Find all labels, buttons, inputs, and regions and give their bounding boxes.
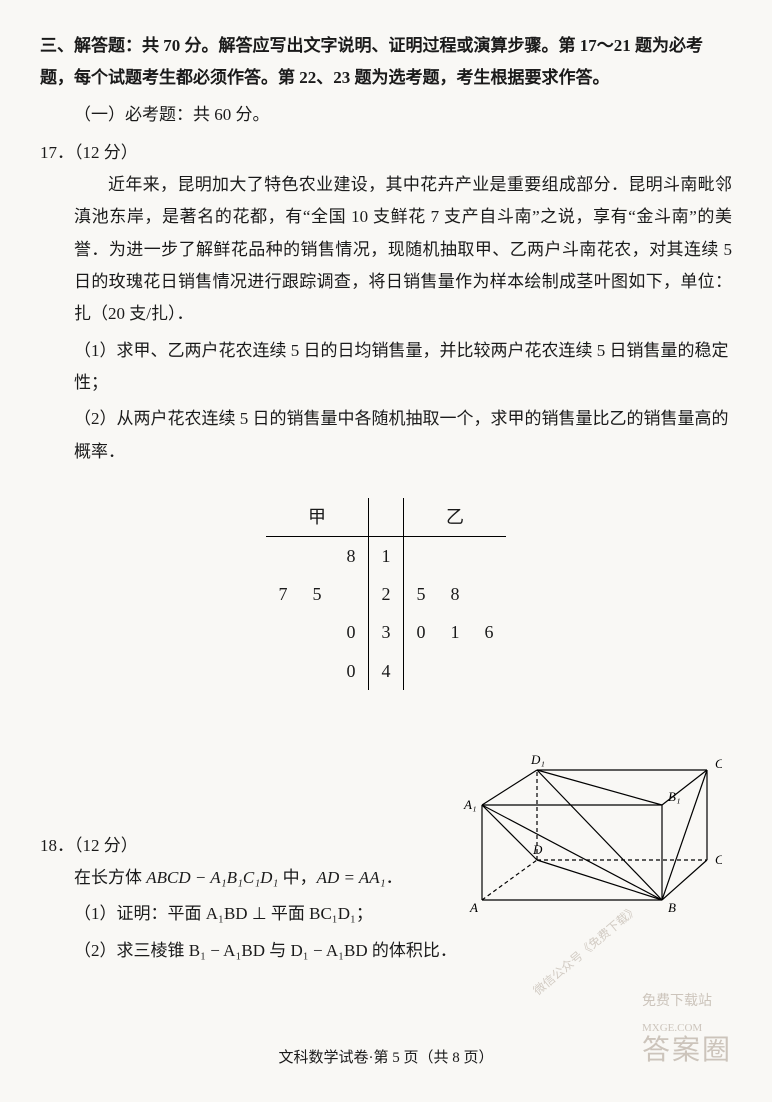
svg-text:C: C	[715, 852, 722, 867]
sl-cell	[472, 652, 506, 690]
sl-cell: 8	[334, 537, 369, 576]
sl-cell	[438, 537, 472, 576]
sl-cell	[334, 575, 369, 613]
watermark-sub-text: 免费下载站	[642, 994, 712, 1009]
sl-stem: 1	[369, 537, 404, 576]
sl-cell	[300, 537, 334, 576]
sl-cell	[266, 652, 300, 690]
sl-cell: 0	[334, 652, 369, 690]
q18-mid: 中，	[278, 868, 316, 887]
stem-leaf-plot: 甲 乙 8 1 7 5 2 5 8 0 3 0 1	[256, 498, 516, 690]
part1-title: （一）必考题：共 60 分。	[74, 99, 732, 131]
sl-cell: 6	[472, 613, 506, 651]
watermark-site: MXGE.COM	[642, 1022, 702, 1034]
sl-cell	[438, 652, 472, 690]
sl-stem: 3	[369, 613, 404, 651]
sl-cell	[404, 537, 439, 576]
q18-prefix: 在长方体	[74, 868, 146, 887]
sl-stem: 2	[369, 575, 404, 613]
svg-text:A₁: A₁	[463, 797, 476, 812]
sl-cell: 1	[438, 613, 472, 651]
q18-suffix: ．	[386, 868, 403, 887]
sl-header-left: 甲	[266, 498, 369, 537]
sl-cell: 0	[334, 613, 369, 651]
sl-cell: 5	[404, 575, 439, 613]
q17-sub2: （2）从两户花农连续 5 日的销售量中各随机抽取一个，求甲的销售量比乙的销售量高…	[74, 403, 732, 468]
sl-cell	[300, 613, 334, 651]
watermark-sub: 免费下载站 MXGE.COM	[642, 989, 712, 1042]
sl-header-right: 乙	[404, 498, 507, 537]
sl-cell: 0	[404, 613, 439, 651]
q17-sub1: （1）求甲、乙两户花农连续 5 日的日均销售量，并比较两户花农连续 5 日销售量…	[74, 335, 732, 400]
sl-cell	[472, 575, 506, 613]
svg-text:B: B	[668, 900, 676, 915]
svg-text:D₁: D₁	[530, 752, 545, 767]
q17-number: 17．（12 分）	[40, 137, 732, 169]
sl-cell: 8	[438, 575, 472, 613]
svg-text:D: D	[532, 842, 543, 857]
sl-cell: 7	[266, 575, 300, 613]
sl-cell: 5	[300, 575, 334, 613]
sl-stem: 4	[369, 652, 404, 690]
section-title: 三、解答题：共 70 分。解答应写出文字说明、证明过程或演算步骤。第 17～21…	[40, 30, 732, 95]
q18-sub2: （2）求三棱锥 B₁ − A₁BD 与 D₁ − A₁BD 的体积比．	[74, 935, 732, 967]
q18-cond: AD = AA₁	[317, 868, 386, 887]
sl-cell	[266, 537, 300, 576]
sl-cell	[300, 652, 334, 690]
q18-math: ABCD − A₁B₁C₁D₁	[146, 868, 278, 887]
svg-text:C₁: C₁	[715, 756, 722, 771]
svg-text:A: A	[469, 900, 478, 915]
sl-header-stem	[369, 498, 404, 537]
q17-body: 近年来，昆明加大了特色农业建设，其中花卉产业是重要组成部分．昆明斗南毗邻滇池东岸…	[74, 169, 732, 330]
sl-cell	[404, 652, 439, 690]
cuboid-diagram: A B C D A₁ B₁ C₁ D₁	[462, 750, 722, 920]
svg-text:B₁: B₁	[668, 789, 680, 804]
sl-cell	[266, 613, 300, 651]
sl-cell	[472, 537, 506, 576]
